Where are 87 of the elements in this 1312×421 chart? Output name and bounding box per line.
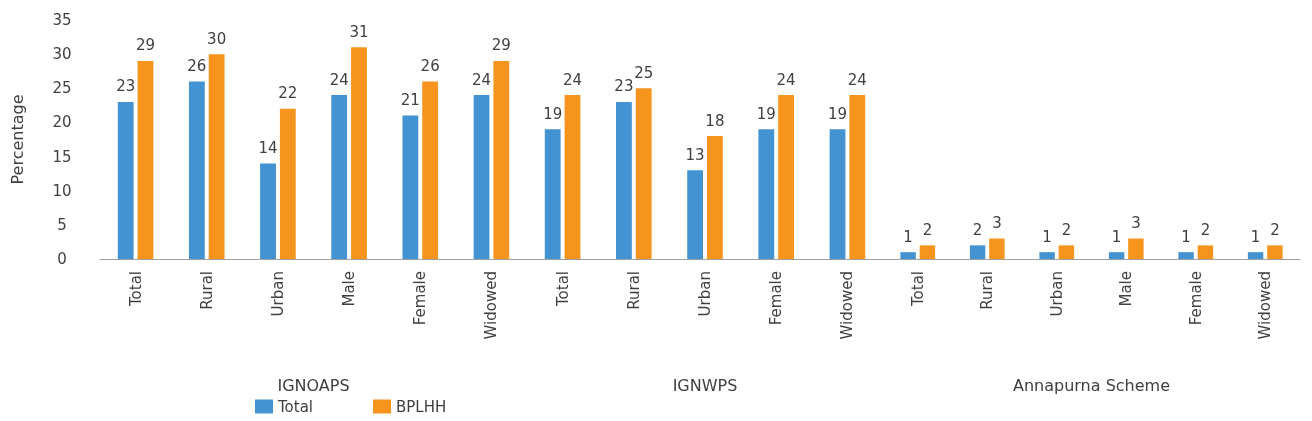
bar (188, 81, 205, 259)
y-axis-title: Percentage (7, 94, 27, 185)
bar (208, 54, 225, 259)
y-tick-label: 20 (52, 113, 72, 132)
x-tick-label: Female (767, 271, 786, 326)
data-label: 3 (1131, 214, 1141, 233)
bar (829, 129, 846, 259)
data-label: 24 (776, 70, 796, 89)
data-label: 26 (420, 56, 440, 75)
data-label: 2 (972, 220, 983, 239)
data-label: 23 (614, 77, 634, 96)
data-label: 1 (1111, 227, 1122, 246)
y-tick-label: 35 (52, 11, 72, 29)
x-tick-label: Widowed (482, 271, 501, 340)
x-tick-label: Rural (978, 271, 997, 310)
x-axis-title: IGNWPS (672, 375, 738, 395)
x-tick-label: Rural (624, 271, 643, 310)
data-label: 24 (329, 70, 349, 89)
bar (778, 95, 794, 259)
x-tick-label: Urban (1047, 271, 1066, 317)
x-tick-label: Total (553, 271, 572, 308)
x-tick-label: Total (126, 271, 145, 308)
bar (260, 163, 276, 259)
data-label: 13 (685, 145, 705, 164)
x-tick-label: Male (1117, 271, 1136, 307)
data-label: 1 (903, 227, 913, 246)
x-axis-title: IGNOAPS (277, 375, 350, 395)
data-label: 24 (562, 70, 583, 89)
data-label: 1 (1181, 227, 1191, 246)
x-tick-label: Female (411, 271, 430, 326)
x-tick-label: Rural (197, 271, 216, 310)
bar (473, 95, 490, 259)
data-label: 1 (1042, 227, 1052, 246)
bar (544, 129, 561, 259)
data-label: 19 (827, 104, 848, 123)
bar (422, 81, 439, 259)
data-label: 2 (1270, 220, 1280, 239)
data-label: 25 (634, 63, 654, 82)
bar (635, 88, 652, 259)
data-label: 1 (1250, 227, 1261, 246)
x-tick-label: Widowed (1256, 271, 1275, 340)
data-label: 2 (1061, 220, 1072, 239)
bar (687, 170, 704, 259)
bar (117, 101, 134, 259)
x-tick-label: Female (1186, 271, 1205, 326)
bar (279, 108, 296, 259)
x-axis-title: Annapurna Scheme (1012, 375, 1171, 395)
data-label: 24 (471, 70, 492, 89)
data-label: 21 (400, 91, 420, 110)
legend-label: Total (277, 397, 314, 416)
legend-label: BPLHH (396, 397, 447, 416)
x-tick-label: Urban (268, 271, 287, 317)
x-tick-label: Urban (696, 271, 714, 317)
y-tick-label: 0 (57, 250, 67, 268)
y-tick-label: 30 (52, 45, 72, 64)
data-label: 24 (847, 70, 867, 89)
bar (493, 60, 510, 259)
bar (616, 101, 632, 259)
data-label: 18 (705, 111, 725, 130)
data-label: 30 (207, 29, 227, 48)
y-tick-label: 25 (52, 79, 72, 98)
data-label: 19 (543, 104, 563, 123)
bar (849, 95, 866, 259)
data-label: 29 (135, 36, 156, 55)
x-tick-label: Widowed (838, 271, 857, 340)
data-label: 29 (491, 36, 511, 55)
bar (137, 60, 154, 259)
data-label: 2 (922, 220, 933, 239)
data-label: 3 (992, 214, 1002, 233)
bar (402, 115, 419, 259)
data-label: 2 (1200, 220, 1211, 239)
data-label: 19 (756, 104, 776, 123)
y-tick-label: 10 (52, 181, 72, 200)
x-tick-label: Total (908, 271, 927, 308)
bar (706, 136, 723, 259)
bar (758, 129, 775, 259)
bar (331, 95, 348, 259)
bar (564, 95, 581, 259)
data-label: 23 (116, 77, 136, 96)
x-tick-label: Male (340, 271, 359, 307)
data-label: 22 (278, 84, 298, 103)
data-label: 31 (349, 22, 369, 41)
y-tick-label: 5 (57, 215, 67, 234)
data-label: 26 (187, 56, 207, 75)
data-label: 14 (258, 138, 278, 157)
y-tick-label: 15 (52, 147, 72, 166)
bar (351, 47, 367, 259)
